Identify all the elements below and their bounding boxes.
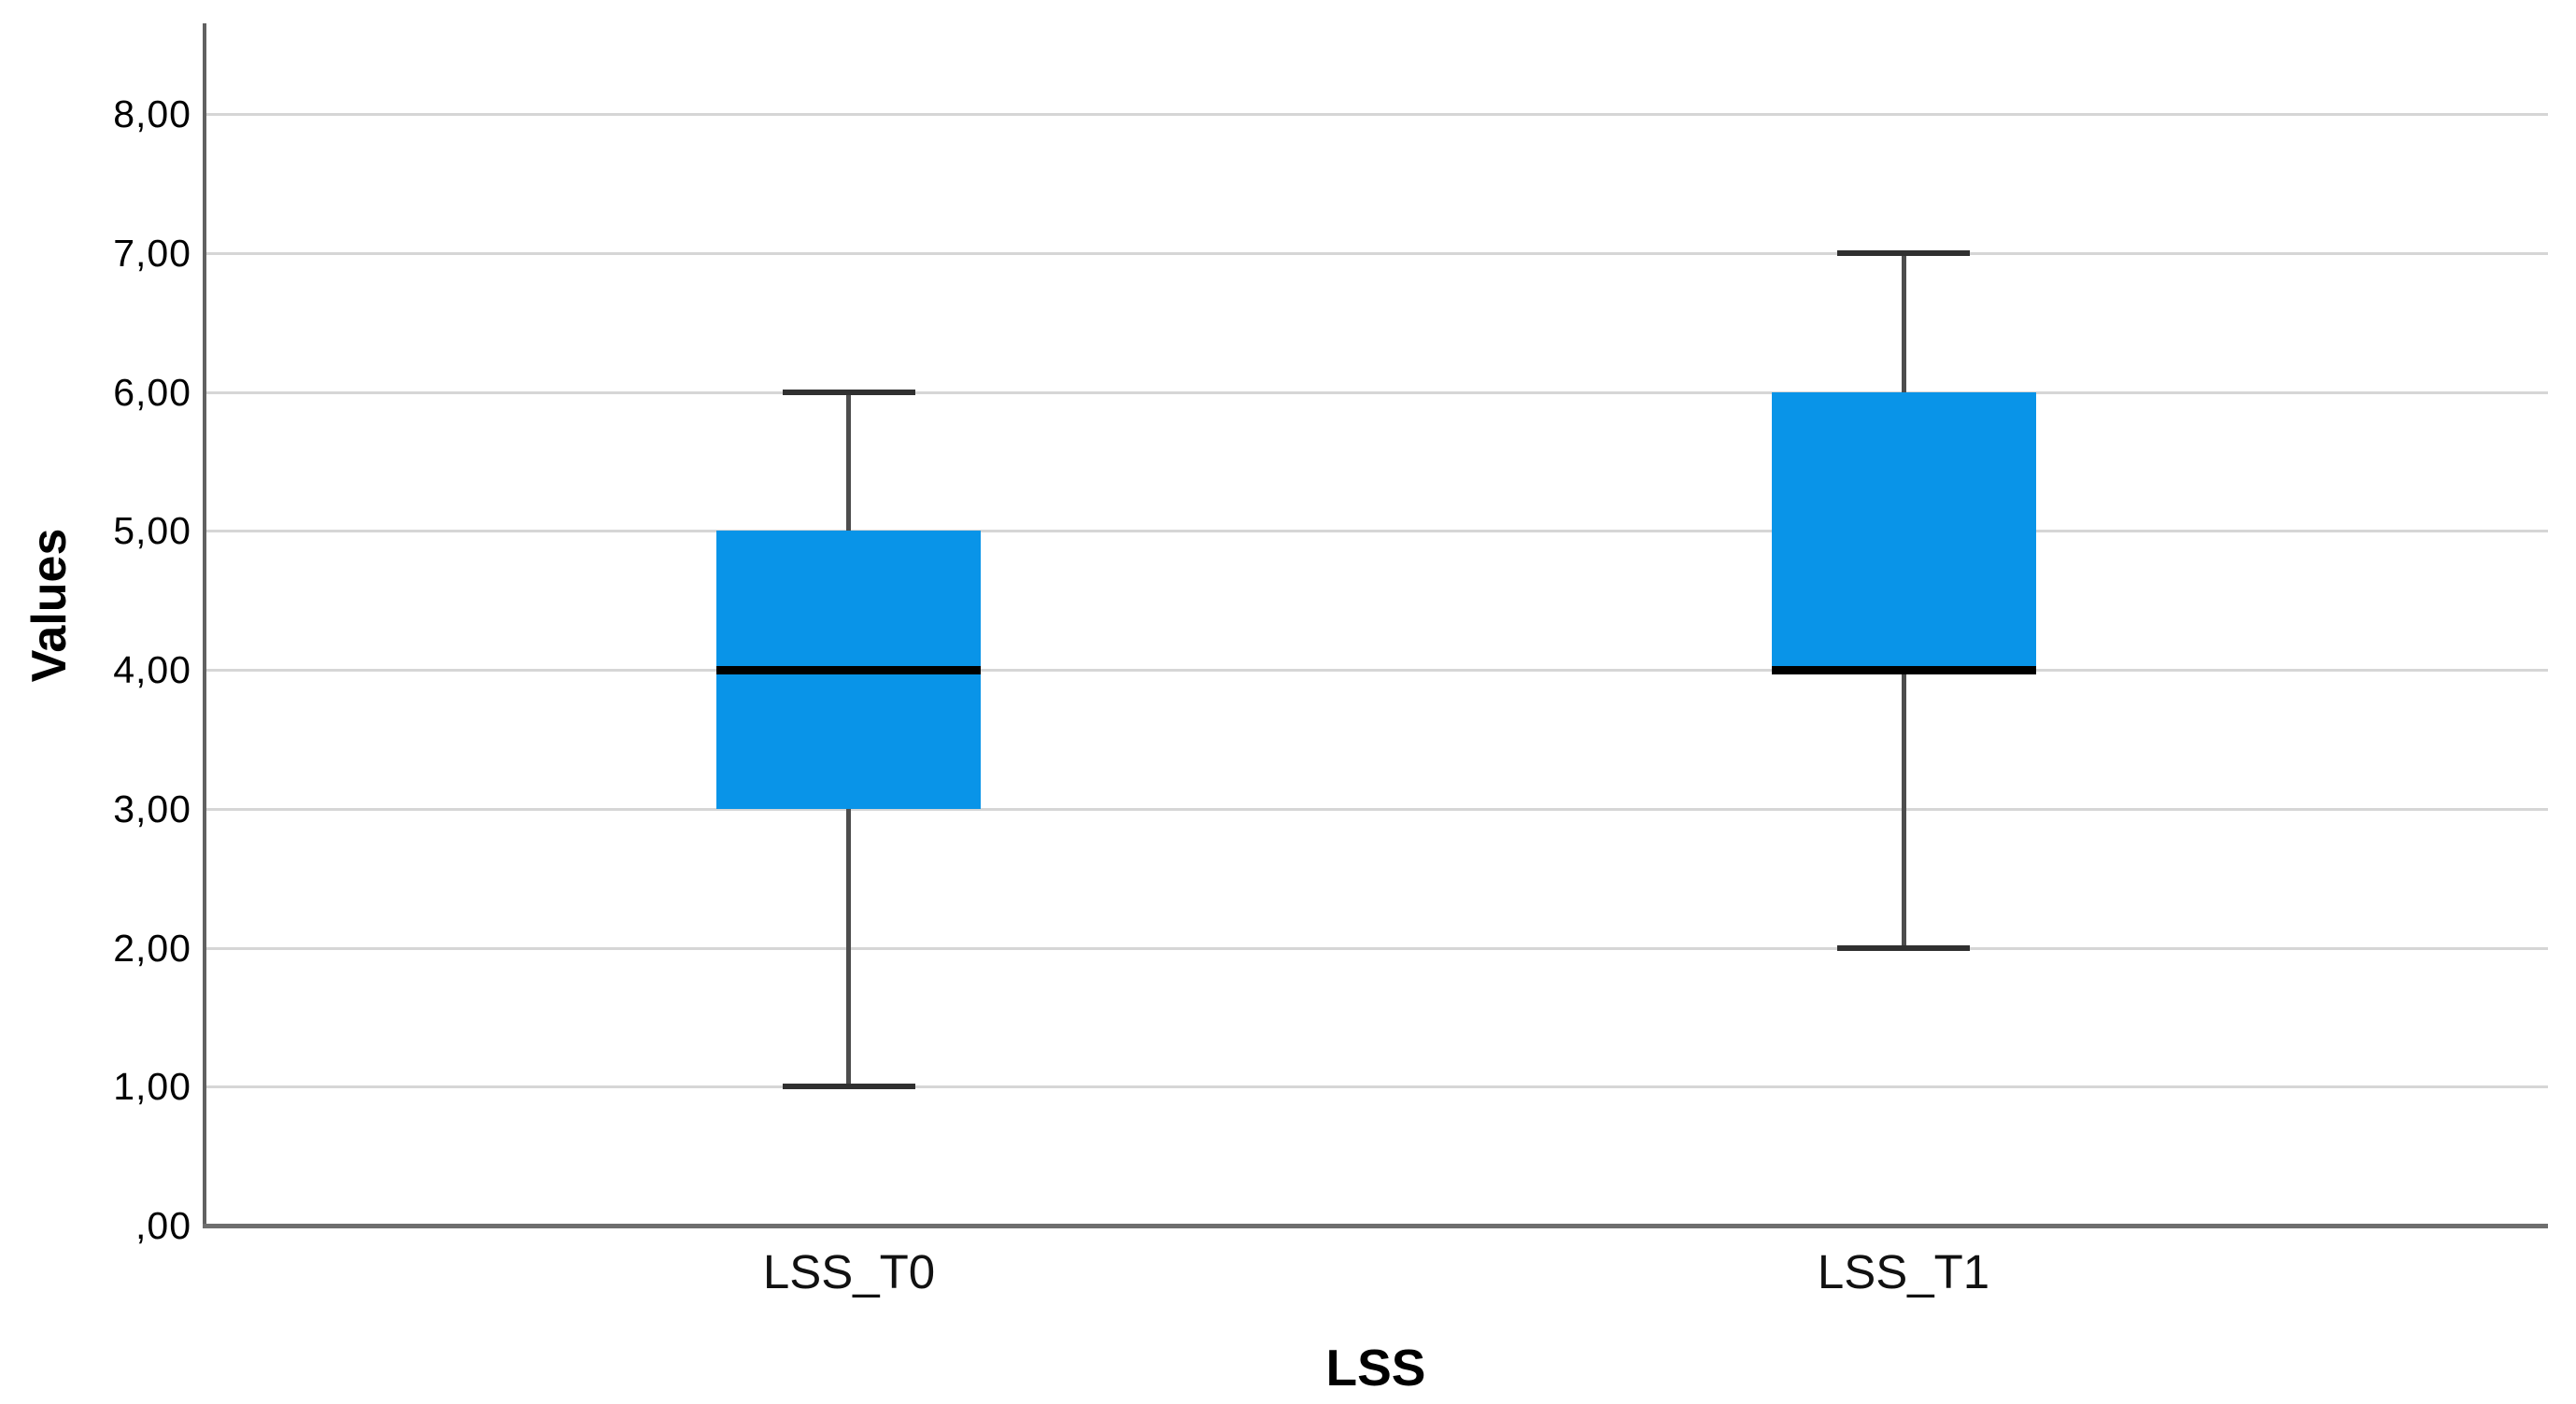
gridline-6	[205, 390, 2548, 394]
median-line-LSS_T0	[716, 666, 982, 674]
gridline-3	[205, 807, 2548, 811]
y-tick-label-,00: ,00	[135, 1204, 191, 1247]
x-axis-line	[203, 1224, 2548, 1228]
y-tick-label-7,00: 7,00	[113, 231, 191, 275]
y-tick-label-3,00: 3,00	[113, 787, 191, 830]
whisker-lower-cap-LSS_T0	[782, 1084, 915, 1090]
y-axis-line	[203, 23, 206, 1228]
x-category-label-LSS_T0: LSS_T0	[762, 1245, 936, 1298]
whisker-upper-cap-LSS_T0	[782, 389, 915, 395]
y-tick-label-8,00: 8,00	[113, 92, 191, 135]
whisker-lower-cap-LSS_T1	[1837, 944, 1971, 951]
gridline-1	[205, 1085, 2548, 1089]
whisker-upper-cap-LSS_T1	[1837, 249, 1971, 256]
y-tick-label-2,00: 2,00	[113, 926, 191, 970]
x-category-label-LSS_T1: LSS_T1	[1817, 1245, 1990, 1298]
whisker-lower-stem-LSS_T1	[1901, 670, 1906, 948]
y-tick-label-1,00: 1,00	[113, 1065, 191, 1109]
y-tick-label-5,00: 5,00	[113, 509, 191, 553]
gridline-5	[205, 530, 2548, 533]
whisker-upper-stem-LSS_T0	[846, 391, 852, 532]
x-axis-title: LSS	[1325, 1339, 1426, 1397]
y-tick-label-6,00: 6,00	[113, 370, 191, 414]
gridline-8	[205, 113, 2548, 116]
gridline-7	[205, 251, 2548, 255]
whisker-upper-stem-LSS_T1	[1901, 252, 1906, 392]
box-iqr-LSS_T1	[1771, 391, 2036, 670]
gridline-2	[205, 946, 2548, 950]
y-tick-label-4,00: 4,00	[113, 648, 191, 691]
median-line-LSS_T1	[1771, 666, 2036, 674]
whisker-lower-stem-LSS_T0	[846, 808, 852, 1087]
gridline-4	[205, 669, 2548, 672]
